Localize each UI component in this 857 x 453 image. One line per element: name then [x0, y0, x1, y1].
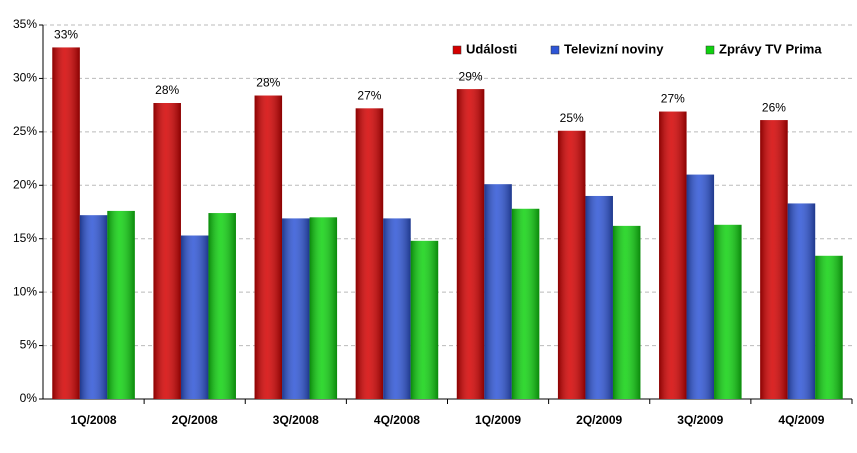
bar-shade [79, 215, 108, 399]
bar-shade [309, 217, 338, 399]
bar-shade [355, 108, 384, 399]
bar-shade [484, 184, 512, 399]
legend-swatch [550, 45, 560, 55]
y-tick-label: 20% [13, 177, 37, 191]
y-tick-label: 25% [13, 124, 37, 138]
bar-shade [787, 203, 816, 399]
bar-shade [180, 235, 209, 399]
bar-shade [153, 103, 181, 400]
x-tick-label: 4Q/2008 [374, 413, 420, 427]
x-tick-label: 3Q/2008 [273, 413, 319, 427]
bar-shade [511, 208, 540, 399]
legend-swatch [705, 45, 715, 55]
x-tick-label: 1Q/2009 [475, 413, 521, 427]
bar-shade [410, 240, 439, 399]
x-tick-label: 4Q/2009 [778, 413, 824, 427]
bar-shade [456, 89, 485, 399]
data-label: 27% [357, 89, 381, 103]
bar-shade [815, 255, 843, 399]
x-tick-label: 2Q/2008 [172, 413, 218, 427]
legend-label: Události [466, 41, 517, 56]
y-tick-label: 10% [13, 284, 37, 298]
bar-shade [760, 120, 788, 400]
legend-label: Zprávy TV Prima [719, 41, 822, 56]
bar-shade [383, 218, 411, 399]
y-tick-label: 5% [20, 338, 38, 352]
bar-shade [686, 174, 715, 399]
y-tick-label: 0% [20, 391, 38, 405]
data-label: 25% [560, 111, 584, 125]
bar-shade [282, 218, 310, 399]
x-tick-label: 1Q/2008 [71, 413, 117, 427]
y-tick-label: 15% [13, 231, 37, 245]
data-label: 28% [155, 83, 179, 97]
legend-swatch [452, 45, 462, 55]
data-label: 26% [762, 100, 786, 114]
bar-shade [659, 111, 687, 399]
y-tick-label: 30% [13, 71, 37, 85]
data-label: 27% [661, 92, 685, 106]
x-tick-label: 3Q/2009 [677, 413, 723, 427]
data-label: 29% [459, 69, 483, 83]
bar-shade [714, 224, 742, 399]
data-label: 28% [256, 76, 280, 90]
bar-shade [612, 225, 641, 399]
x-tick-label: 2Q/2009 [576, 413, 622, 427]
y-tick-label: 35% [13, 17, 37, 31]
bar-shade [557, 130, 586, 399]
bar-shade [52, 47, 80, 399]
bar-shade [585, 195, 613, 399]
bar-shade [208, 213, 236, 399]
legend-label: Televizní noviny [564, 41, 664, 56]
data-label: 33% [54, 28, 78, 42]
bar-shade [107, 210, 135, 399]
bar-shade [254, 95, 283, 400]
